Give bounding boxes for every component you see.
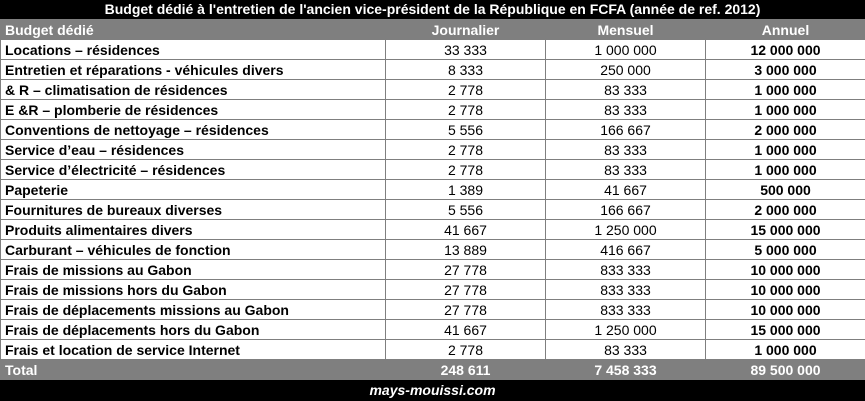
row-annual: 15 000 000 — [706, 220, 865, 240]
row-annual: 2 000 000 — [706, 120, 865, 140]
row-annual: 1 000 000 — [706, 100, 865, 120]
row-label: Frais de missions au Gabon — [1, 260, 386, 280]
total-row: Total 248 611 7 458 333 89 500 000 — [1, 360, 865, 380]
row-daily: 2 778 — [386, 340, 546, 360]
row-label: Frais et location de service Internet — [1, 340, 386, 360]
row-annual: 3 000 000 — [706, 60, 865, 80]
row-monthly: 833 333 — [546, 280, 706, 300]
row-monthly: 250 000 — [546, 60, 706, 80]
row-daily: 5 556 — [386, 120, 546, 140]
row-annual: 1 000 000 — [706, 140, 865, 160]
row-daily: 5 556 — [386, 200, 546, 220]
row-daily: 27 778 — [386, 280, 546, 300]
row-daily: 8 333 — [386, 60, 546, 80]
row-monthly: 166 667 — [546, 200, 706, 220]
row-monthly: 83 333 — [546, 340, 706, 360]
row-label: Frais de déplacements missions au Gabon — [1, 300, 386, 320]
source-footer: mays-mouissi.com — [0, 380, 865, 401]
row-daily: 13 889 — [386, 240, 546, 260]
table-row: Entretien et réparations - véhicules div… — [1, 60, 865, 80]
budget-table: Budget dédié Journalier Mensuel Annuel L… — [0, 19, 865, 380]
row-daily: 2 778 — [386, 80, 546, 100]
row-annual: 15 000 000 — [706, 320, 865, 340]
row-monthly: 166 667 — [546, 120, 706, 140]
row-annual: 10 000 000 — [706, 280, 865, 300]
row-label: Frais de déplacements hors du Gabon — [1, 320, 386, 340]
row-annual: 500 000 — [706, 180, 865, 200]
row-daily: 2 778 — [386, 160, 546, 180]
row-annual: 10 000 000 — [706, 260, 865, 280]
row-annual: 1 000 000 — [706, 80, 865, 100]
row-annual: 10 000 000 — [706, 300, 865, 320]
row-label: Papeterie — [1, 180, 386, 200]
table-title: Budget dédié à l'entretien de l'ancien v… — [0, 0, 865, 19]
header-budget: Budget dédié — [1, 20, 386, 40]
row-label: Carburant – véhicules de fonction — [1, 240, 386, 260]
row-monthly: 1 000 000 — [546, 40, 706, 60]
row-annual: 1 000 000 — [706, 160, 865, 180]
row-daily: 41 667 — [386, 320, 546, 340]
row-label: Service d’électricité – résidences — [1, 160, 386, 180]
header-monthly: Mensuel — [546, 20, 706, 40]
row-daily: 1 389 — [386, 180, 546, 200]
total-daily: 248 611 — [386, 360, 546, 380]
row-daily: 2 778 — [386, 100, 546, 120]
total-monthly: 7 458 333 — [546, 360, 706, 380]
row-annual: 1 000 000 — [706, 340, 865, 360]
row-annual: 12 000 000 — [706, 40, 865, 60]
row-monthly: 83 333 — [546, 100, 706, 120]
header-annual: Annuel — [706, 20, 865, 40]
row-monthly: 1 250 000 — [546, 320, 706, 340]
row-label: Locations – résidences — [1, 40, 386, 60]
row-label: & R – climatisation de résidences — [1, 80, 386, 100]
row-label: Entretien et réparations - véhicules div… — [1, 60, 386, 80]
row-label: E &R – plomberie de résidences — [1, 100, 386, 120]
header-row: Budget dédié Journalier Mensuel Annuel — [1, 20, 865, 40]
total-annual: 89 500 000 — [706, 360, 865, 380]
header-daily: Journalier — [386, 20, 546, 40]
row-monthly: 83 333 — [546, 160, 706, 180]
row-label: Service d’eau – résidences — [1, 140, 386, 160]
row-label: Frais de missions hors du Gabon — [1, 280, 386, 300]
row-monthly: 833 333 — [546, 260, 706, 280]
row-monthly: 83 333 — [546, 80, 706, 100]
row-monthly: 1 250 000 — [546, 220, 706, 240]
row-daily: 33 333 — [386, 40, 546, 60]
row-label: Produits alimentaires divers — [1, 220, 386, 240]
row-daily: 27 778 — [386, 300, 546, 320]
row-label: Conventions de nettoyage – résidences — [1, 120, 386, 140]
row-daily: 27 778 — [386, 260, 546, 280]
row-monthly: 83 333 — [546, 140, 706, 160]
row-monthly: 833 333 — [546, 300, 706, 320]
row-annual: 2 000 000 — [706, 200, 865, 220]
row-monthly: 41 667 — [546, 180, 706, 200]
row-label: Fournitures de bureaux diverses — [1, 200, 386, 220]
row-annual: 5 000 000 — [706, 240, 865, 260]
row-daily: 2 778 — [386, 140, 546, 160]
row-daily: 41 667 — [386, 220, 546, 240]
row-monthly: 416 667 — [546, 240, 706, 260]
total-label: Total — [1, 360, 386, 380]
